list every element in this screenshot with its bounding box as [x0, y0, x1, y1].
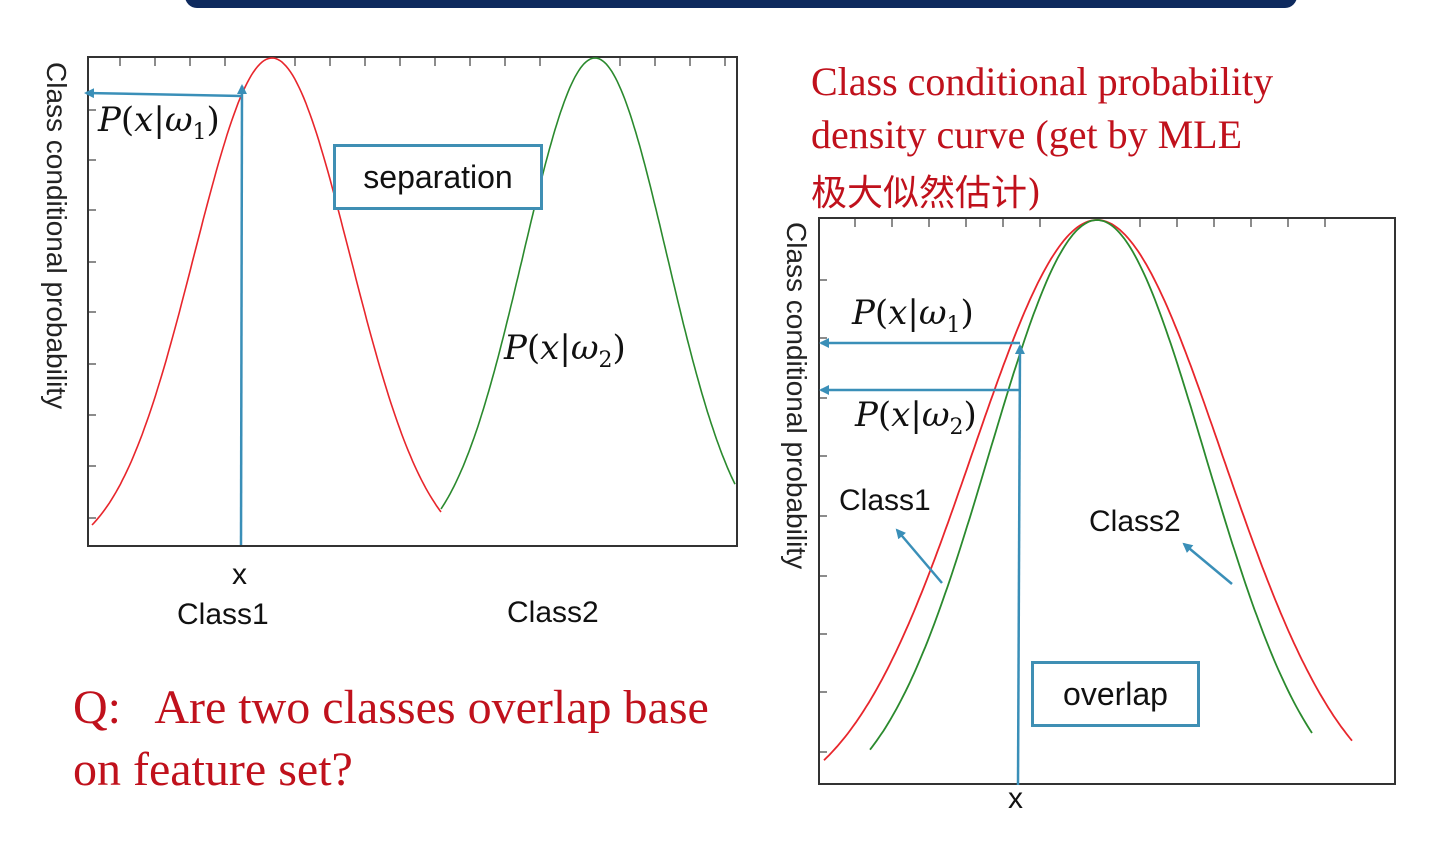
left-class2-label: Class2 — [507, 596, 599, 629]
left-p1-horizontal-arrow — [84, 88, 243, 99]
right-title-line1: Class conditional probability — [811, 59, 1274, 104]
question-line1: Q: Are two classes overlap base — [73, 681, 709, 734]
question-line2: on feature set? — [73, 743, 353, 796]
separation-box: separation — [333, 144, 543, 210]
right-plot-ticks — [820, 219, 1326, 753]
right-p1-label: P(x|ω1) — [852, 293, 974, 338]
left-class1-curve — [91, 57, 442, 526]
left-plot-ticks — [89, 58, 726, 519]
left-plot-frame — [87, 56, 738, 547]
right-x-marker: x — [1008, 782, 1023, 815]
class2-pointer-arrow — [1182, 542, 1233, 585]
overlap-box: overlap — [1031, 661, 1200, 727]
left-x-vertical-arrow — [236, 84, 247, 546]
left-class1-label: Class1 — [177, 598, 269, 631]
right-class1-label: Class1 — [839, 484, 931, 517]
right-p2-label: P(x|ω2) — [855, 395, 977, 440]
right-class2-curve — [869, 219, 1313, 751]
right-title-line2: density curve (get by MLE — [811, 112, 1242, 157]
class1-pointer-arrow — [895, 528, 943, 584]
left-class2-curve — [440, 57, 736, 510]
top-banner-bar — [185, 0, 1297, 8]
right-class2-label: Class2 — [1089, 505, 1181, 538]
left-x-marker: x — [232, 558, 247, 591]
right-x-vertical-arrow — [1014, 344, 1025, 786]
left-p2-label: P(x|ω2) — [504, 328, 626, 373]
right-title-line3: 极大似然估计) — [811, 173, 1042, 214]
left-p1-label: P(x|ω1) — [98, 100, 220, 145]
